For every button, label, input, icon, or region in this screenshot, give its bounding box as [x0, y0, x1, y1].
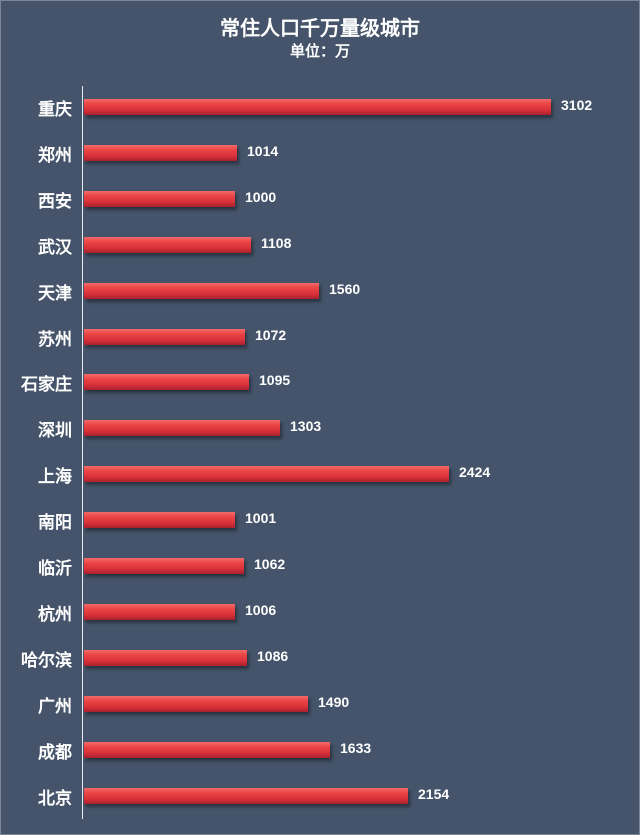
data-label: 3102 [561, 97, 593, 113]
bar [84, 144, 237, 161]
category-axis-line [82, 86, 83, 819]
data-label: 1560 [329, 280, 361, 297]
category-label: 武汉 [38, 237, 72, 258]
data-label: 1072 [255, 326, 287, 343]
data-label: 1490 [318, 693, 350, 710]
category-label: 哈尔滨 [21, 650, 72, 671]
category-label: 南阳 [38, 513, 72, 534]
data-label: 1014 [247, 142, 279, 159]
bar [84, 695, 308, 712]
bar-row: 深圳 1303 [0, 413, 640, 443]
category-label: 杭州 [38, 604, 72, 625]
data-label: 1000 [245, 188, 277, 205]
category-label: 郑州 [38, 145, 72, 166]
data-label: 1095 [259, 372, 291, 389]
data-label: 1108 [261, 234, 292, 251]
bar [84, 558, 244, 574]
chart-subtitle: 单位：万 [289, 42, 350, 60]
category-label: 石家庄 [21, 375, 72, 396]
bar-row: 天津 1560 [0, 276, 640, 306]
data-label: 1086 [257, 647, 289, 664]
bar [84, 420, 280, 437]
chart-title: 常住人口千万量级城市 [220, 16, 420, 40]
bar [84, 190, 235, 207]
bar-row: 临沂 1062 [0, 551, 640, 581]
category-label: 北京 [38, 788, 72, 809]
category-label: 苏州 [38, 329, 72, 350]
data-label: 1303 [290, 418, 322, 435]
bar [84, 741, 330, 758]
bar-row: 南阳 1001 [0, 505, 640, 535]
bar-row: 北京 2154 [0, 781, 640, 811]
bar-row: 哈尔滨 1086 [0, 643, 640, 673]
data-label: 1001 [245, 510, 277, 527]
category-label: 西安 [38, 191, 72, 212]
bar-row: 重庆 3102 [0, 92, 640, 122]
bar-row: 苏州 1072 [0, 322, 640, 352]
bar-row: 武汉 1108 [0, 230, 640, 260]
bar [84, 236, 251, 253]
bar-row: 成都 1633 [0, 735, 640, 765]
bar [84, 466, 449, 483]
bar [84, 282, 319, 299]
category-label: 天津 [38, 283, 72, 304]
data-label: 2154 [418, 785, 450, 802]
bar [84, 512, 235, 529]
bar [84, 787, 408, 804]
bar [84, 649, 247, 666]
category-label: 深圳 [38, 421, 72, 442]
bar [84, 374, 249, 391]
bar-row: 石家庄 1095 [0, 367, 640, 397]
category-label: 上海 [38, 467, 72, 488]
data-label: 1062 [254, 556, 286, 572]
bar [84, 99, 551, 115]
bar [84, 603, 235, 620]
category-label: 广州 [38, 696, 72, 717]
bar-row: 上海 2424 [0, 459, 640, 489]
category-label: 临沂 [38, 559, 72, 579]
bar-row: 广州 1490 [0, 689, 640, 719]
bar [84, 328, 245, 345]
bar-row: 西安 1000 [0, 184, 640, 214]
data-label: 1006 [245, 601, 277, 618]
category-label: 重庆 [38, 100, 72, 120]
bar-row: 郑州 1014 [0, 138, 640, 168]
bar-row: 杭州 1006 [0, 597, 640, 627]
category-label: 成都 [38, 742, 72, 763]
data-label: 2424 [459, 464, 491, 481]
data-label: 1633 [340, 739, 372, 756]
